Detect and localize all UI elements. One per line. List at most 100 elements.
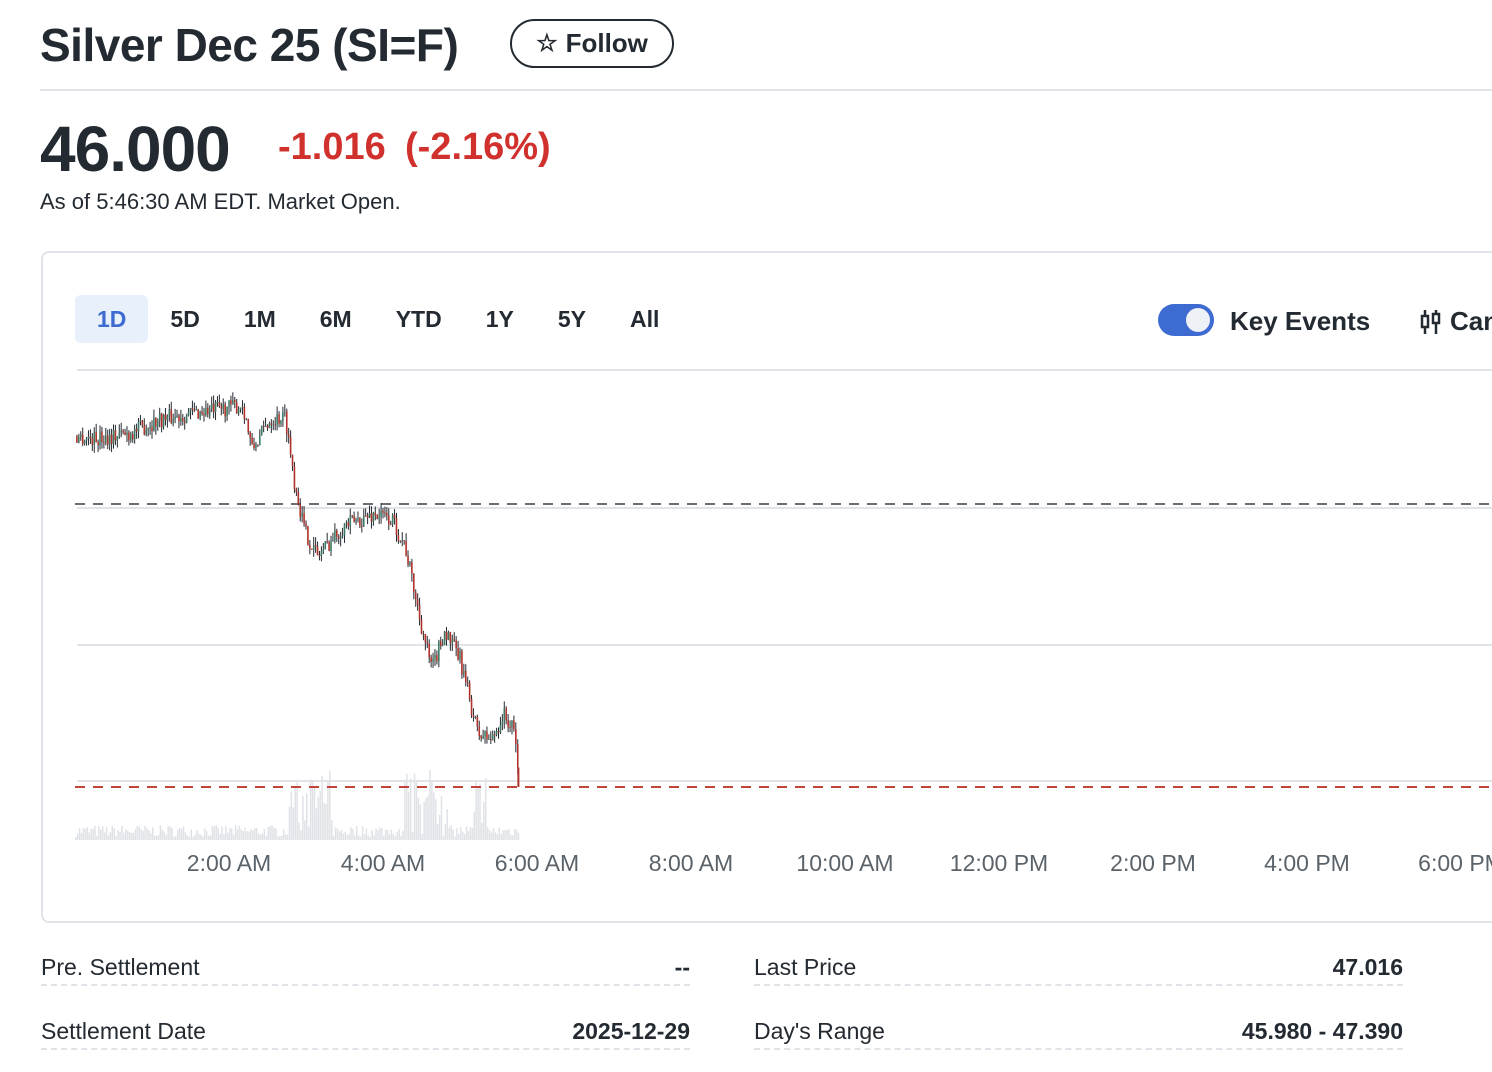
volume-bar xyxy=(263,829,266,840)
volume-bar xyxy=(413,773,416,840)
stat-label: Last Price xyxy=(754,953,857,980)
volume-bar xyxy=(205,831,208,840)
candle-body xyxy=(324,541,327,550)
candle-body xyxy=(495,730,498,735)
volume-bar xyxy=(136,826,139,840)
volume-bar xyxy=(494,832,497,840)
volume-bar xyxy=(128,832,131,840)
follow-button[interactable]: ☆ Follow xyxy=(510,19,674,68)
volume-bar xyxy=(180,828,183,840)
volume-bar xyxy=(431,781,433,840)
volume-bar xyxy=(465,826,468,840)
volume-bar xyxy=(463,833,466,840)
volume-bar xyxy=(381,828,383,840)
candle-body xyxy=(141,420,144,426)
volume-bar xyxy=(321,775,323,840)
range-tab-ytd[interactable]: YTD xyxy=(395,306,442,332)
range-tab-1y[interactable]: 1Y xyxy=(485,306,514,332)
candle-body xyxy=(105,435,107,443)
candle-body xyxy=(197,409,199,419)
volume-bar xyxy=(100,829,102,840)
stat-label: Settlement Date xyxy=(41,1017,206,1044)
key-events-toggle[interactable] xyxy=(1158,304,1214,336)
candle-body xyxy=(259,434,261,446)
volume-bar xyxy=(409,778,412,840)
candle-body xyxy=(143,425,146,435)
volume-bar xyxy=(483,802,485,840)
key-events-label[interactable]: Key Events xyxy=(1230,306,1371,336)
candle-body xyxy=(472,715,475,718)
candle-body xyxy=(178,415,180,422)
volume-bar xyxy=(246,831,248,840)
price-chart[interactable] xyxy=(0,360,1492,850)
candle-body xyxy=(370,513,373,522)
candle-body xyxy=(155,417,157,427)
stat-value: 47.016 xyxy=(1332,953,1403,980)
candle-body xyxy=(480,735,482,739)
candle-body xyxy=(147,428,149,431)
candle-body xyxy=(91,438,94,445)
candle-button[interactable]: Candle xyxy=(1420,306,1492,337)
volume-bar xyxy=(155,836,158,840)
volume-bar xyxy=(398,829,400,840)
volume-bar xyxy=(488,830,491,840)
range-tab-5y[interactable]: 5Y xyxy=(557,306,586,332)
candle-body xyxy=(284,411,286,413)
candle-body xyxy=(391,514,394,525)
volume-bar xyxy=(508,829,510,840)
volume-bar xyxy=(492,827,495,840)
volume-bar xyxy=(194,834,196,840)
candle-body xyxy=(255,444,257,449)
candle-body xyxy=(334,530,336,540)
candle-body xyxy=(272,424,275,426)
candle-body xyxy=(409,562,411,565)
volume-bar xyxy=(171,827,173,840)
volume-bar xyxy=(469,827,472,840)
candle-body xyxy=(297,491,300,505)
volume-bar xyxy=(115,836,117,840)
volume-bar xyxy=(319,791,321,840)
x-axis-label: 4:00 AM xyxy=(340,850,426,876)
candle-body xyxy=(114,430,117,441)
volume-bar xyxy=(279,836,281,840)
volume-bar xyxy=(434,799,437,840)
range-tab-1m[interactable]: 1M xyxy=(243,306,276,332)
stat-label: Pre. Settlement xyxy=(41,953,200,980)
volume-bar xyxy=(354,835,356,840)
range-tab-1d[interactable]: 1D xyxy=(75,295,149,343)
volume-bar xyxy=(150,833,152,840)
volume-bar xyxy=(86,827,89,840)
volume-bar xyxy=(461,831,464,840)
volume-bar xyxy=(332,835,335,840)
star-outline-icon: ☆ xyxy=(536,30,558,57)
volume-bar xyxy=(255,827,258,840)
candle-body xyxy=(243,406,246,420)
volume-bar xyxy=(211,826,214,840)
volume-bar xyxy=(90,828,92,840)
candle-body xyxy=(463,670,465,675)
volume-bar xyxy=(288,806,291,840)
range-tab-5d[interactable]: 5D xyxy=(170,306,200,332)
candle-body xyxy=(516,744,519,768)
volume-bar xyxy=(331,820,333,840)
volume-bar xyxy=(433,792,435,840)
candle-body xyxy=(81,434,84,444)
range-tab-6m[interactable]: 6M xyxy=(319,306,352,332)
volume-bar xyxy=(479,783,481,840)
range-tab-all[interactable]: All xyxy=(630,306,660,332)
volume-bar xyxy=(130,832,133,840)
volume-bar xyxy=(302,795,304,840)
candle-body xyxy=(351,515,353,517)
follow-label: Follow xyxy=(565,28,648,58)
candle-body xyxy=(359,518,361,527)
candle-body xyxy=(224,404,226,417)
candle-body xyxy=(341,535,344,537)
candle-body xyxy=(491,734,494,741)
candle-body xyxy=(332,539,334,542)
volume-bar xyxy=(182,826,185,840)
candle-body xyxy=(314,545,317,547)
volume-bar xyxy=(94,825,96,840)
volume-bar xyxy=(105,826,108,840)
candle-body xyxy=(195,409,198,411)
candle-body xyxy=(453,639,456,641)
